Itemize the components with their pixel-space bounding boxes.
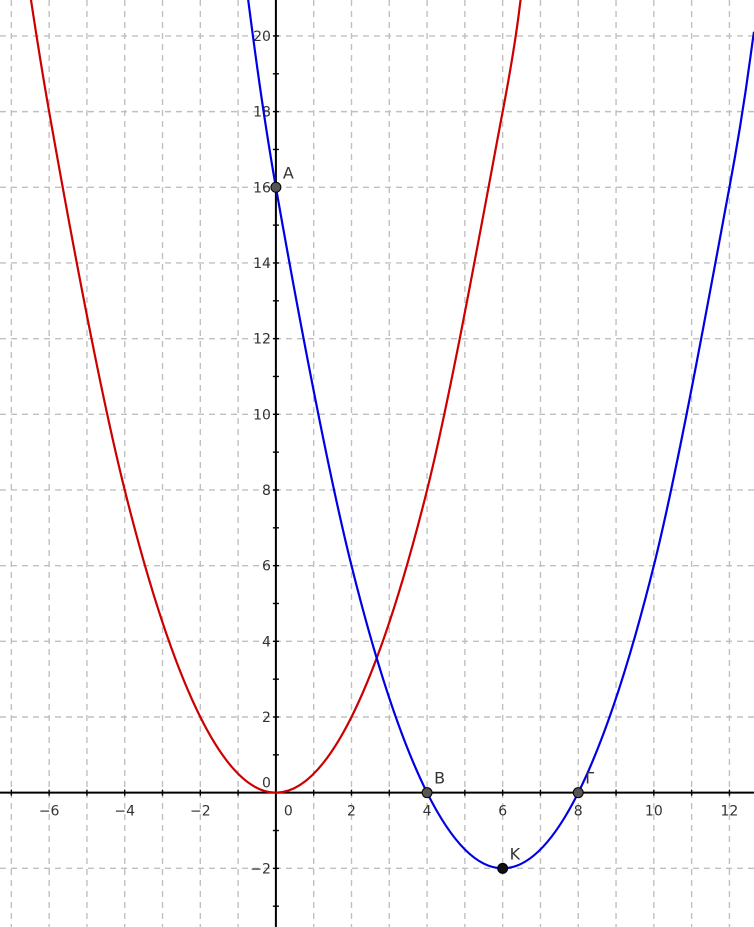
point-label: A bbox=[283, 163, 294, 182]
y-tick-label: 12 bbox=[253, 332, 271, 348]
x-tick-label: 6 bbox=[498, 804, 507, 820]
x-tick-label: 4 bbox=[423, 804, 432, 820]
curve-series-1 bbox=[29, 0, 522, 794]
y-tick-label: 4 bbox=[262, 634, 271, 650]
y-tick-label: −2 bbox=[250, 861, 271, 877]
curves bbox=[29, 0, 754, 870]
point-marker bbox=[572, 787, 584, 799]
x-tick-label: 8 bbox=[574, 804, 583, 820]
y-tick-label: 20 bbox=[253, 29, 271, 45]
point-label: B bbox=[434, 769, 445, 788]
y-tick-label: 18 bbox=[253, 105, 271, 121]
x-tick-label: −6 bbox=[39, 804, 60, 820]
y-tick-label: 14 bbox=[253, 256, 271, 272]
origin-label-y: 0 bbox=[262, 776, 271, 792]
y-tick-label: 6 bbox=[262, 559, 271, 575]
x-tick-label: −4 bbox=[114, 804, 135, 820]
point-marker bbox=[421, 787, 433, 799]
origin-label-x: 0 bbox=[284, 804, 293, 820]
labeled-points: A B Γ K bbox=[270, 163, 594, 874]
point-marker bbox=[270, 181, 282, 193]
y-tick-label: 8 bbox=[262, 483, 271, 499]
x-tick-label: 10 bbox=[645, 804, 663, 820]
x-tick-label: 12 bbox=[721, 804, 739, 820]
x-tick-label: −2 bbox=[190, 804, 211, 820]
point-label: K bbox=[510, 844, 521, 863]
y-tick-label: 16 bbox=[253, 180, 271, 196]
point-label: Γ bbox=[585, 769, 594, 788]
x-tick-label: 2 bbox=[347, 804, 356, 820]
y-tick-label: 10 bbox=[253, 407, 271, 423]
axis-ticks: −6 −4 −2 2 4 6 8 10 12 −2 2 4 6 8 10 12 14 16 18 20 00 bbox=[10, 29, 739, 907]
y-tick-label: 2 bbox=[262, 710, 271, 726]
point-marker bbox=[497, 862, 509, 874]
curve-series-2 bbox=[247, 0, 754, 870]
